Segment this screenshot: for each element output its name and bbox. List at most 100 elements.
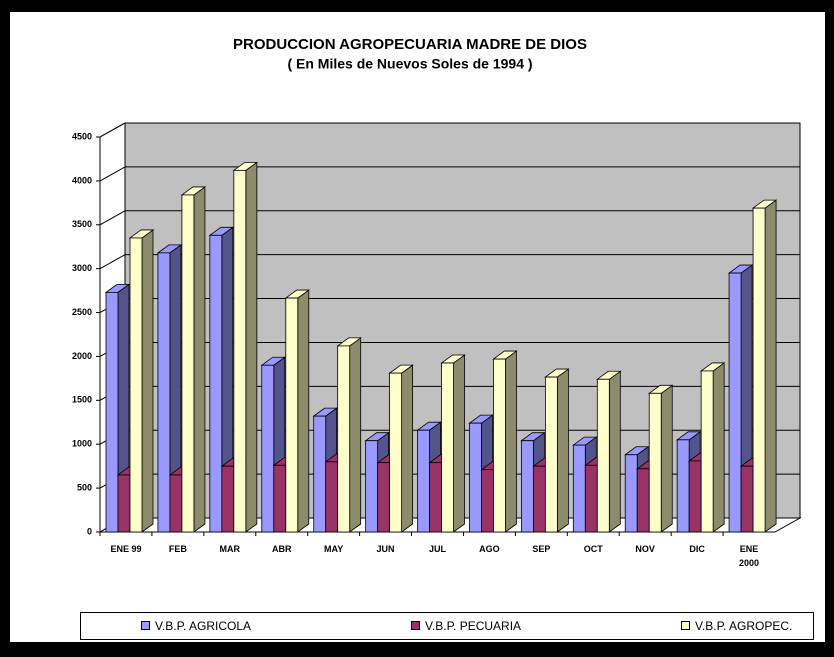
bar-front: [624, 454, 638, 533]
bar-front: [636, 468, 650, 533]
bar-front: [676, 439, 690, 533]
bar-front: [752, 207, 766, 533]
y-tick-label: 500: [77, 482, 92, 492]
y-tick-label: 2000: [72, 351, 92, 361]
x-tick-label: AGO: [479, 544, 500, 554]
x-tick-label: NOV: [635, 544, 655, 554]
bar: [232, 161, 259, 533]
bar-front: [688, 460, 702, 533]
bar-side: [297, 289, 310, 533]
bar-front: [648, 392, 662, 533]
x-tick-label: JUN: [376, 544, 395, 554]
x-tick-label: MAY: [324, 544, 344, 554]
bar: [751, 199, 778, 533]
bar-front: [441, 362, 454, 533]
bar-front: [181, 194, 195, 533]
bar-side: [401, 364, 414, 533]
bar-front: [389, 372, 403, 533]
bar-front: [117, 474, 131, 533]
bar-side: [349, 337, 362, 533]
bar-front: [233, 169, 247, 533]
bar-front: [365, 440, 379, 533]
bar-front: [377, 462, 391, 533]
bar: [284, 289, 310, 533]
y-tick-label: 1500: [72, 395, 92, 405]
x-tick-label: MAR: [219, 544, 241, 554]
legend-key: [141, 621, 150, 630]
bar-front: [325, 461, 339, 533]
bar-front: [169, 474, 183, 533]
bar-front: [596, 378, 610, 533]
legend-item: V.B.P. AGRICOLA: [141, 619, 251, 633]
bar-front: [105, 291, 119, 533]
bar: [699, 362, 726, 533]
bar-side: [608, 370, 621, 533]
x-tick-label: SEP: [532, 544, 551, 554]
x-tick-label: DIC: [689, 544, 705, 554]
legend-label: V.B.P. PECUARIA: [425, 619, 522, 633]
chart-title: PRODUCCION AGROPECUARIA MADRE DE DIOS: [233, 36, 587, 53]
bar-front: [285, 297, 299, 533]
bar-front: [481, 469, 494, 533]
legend-label: V.B.P. AGROPEC.: [695, 619, 793, 633]
bar-front: [520, 440, 534, 533]
bar-side: [245, 161, 258, 533]
bar-side: [764, 199, 777, 533]
bar: [128, 229, 155, 533]
bar-front: [700, 370, 714, 533]
bar: [596, 370, 622, 533]
bar-front: [261, 364, 275, 533]
x-tick-label: FEB: [168, 544, 187, 554]
bar-side: [712, 362, 725, 533]
bar: [388, 364, 414, 533]
x-tick-label: JUL: [428, 544, 446, 554]
bar-front: [572, 444, 586, 533]
x-tick-label: ENE 2000: [739, 544, 760, 568]
bar-front: [337, 345, 351, 533]
x-tick-label: ENE 99: [110, 544, 142, 554]
bar: [156, 244, 183, 533]
y-tick-label: 2500: [72, 307, 92, 317]
legend-key: [411, 621, 420, 630]
bar-front: [429, 462, 442, 533]
legend-label: V.B.P. AGRICOLA: [155, 619, 252, 633]
y-tick-label: 4000: [72, 175, 92, 185]
y-tick-label: 3500: [72, 219, 92, 229]
bar-side: [193, 186, 206, 533]
legend-item: V.B.P. AGROPEC.: [681, 619, 792, 633]
bar-front: [313, 415, 327, 533]
y-tick-label: 4500: [72, 131, 92, 141]
y-tick-label: 1000: [72, 439, 92, 449]
bar-front: [221, 465, 235, 533]
bar-front: [129, 237, 143, 533]
bar-front: [544, 376, 558, 533]
grid-line: [99, 254, 126, 270]
bar-side: [660, 384, 673, 533]
bar: [180, 186, 207, 533]
grid-line: [99, 210, 126, 226]
bar-side: [556, 368, 569, 533]
bar-front: [273, 464, 287, 533]
chart-subtitle: ( En Miles de Nuevos Soles de 1994 ): [287, 56, 532, 72]
bar: [336, 337, 362, 533]
x-tick-label: ABR: [271, 544, 292, 554]
bar-front: [209, 234, 223, 533]
bar-side: [141, 229, 154, 533]
bar: [104, 283, 131, 533]
legend-item: V.B.P. PECUARIA: [411, 619, 521, 633]
bar: [648, 384, 674, 533]
bar-front: [469, 422, 482, 533]
bar-side: [505, 350, 517, 533]
bar-front: [157, 252, 171, 533]
bar-front: [532, 465, 546, 533]
bar: [440, 354, 466, 533]
grid-line: [99, 122, 126, 138]
bar-front: [584, 464, 598, 533]
bar-side: [453, 354, 465, 533]
bar-front: [728, 272, 742, 533]
chart-frame: PRODUCCION AGROPECUARIA MADRE DE DIOS ( …: [10, 12, 825, 642]
bar-front: [740, 465, 754, 533]
bar-front: [417, 429, 430, 533]
y-tick-label: 0: [87, 526, 92, 536]
